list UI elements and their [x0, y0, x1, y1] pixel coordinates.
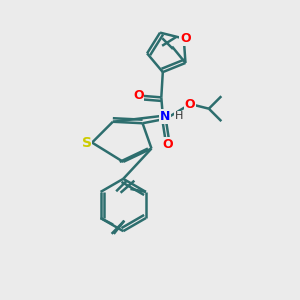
Text: O: O: [163, 138, 173, 151]
Text: S: S: [82, 136, 92, 150]
Text: N: N: [160, 110, 170, 123]
Text: O: O: [185, 98, 195, 111]
Text: H: H: [175, 111, 183, 122]
Text: O: O: [133, 89, 144, 102]
Text: O: O: [180, 32, 190, 45]
